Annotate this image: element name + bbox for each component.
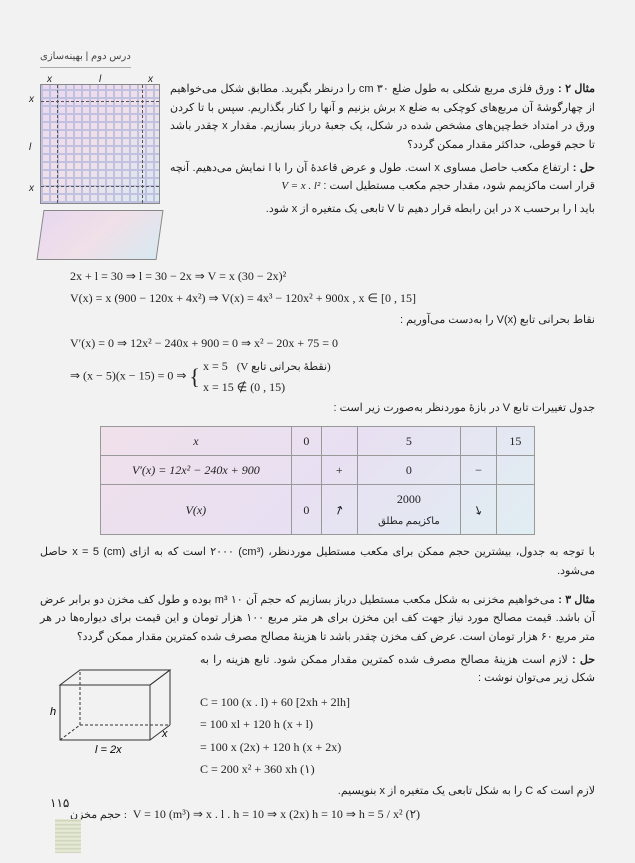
ex3-p2: لازم است هزینهٔ مصالح مصرف شده کمترین مق… (200, 654, 595, 685)
table-row-v: V(x) 0 ↗ 2000 ماکزیمم مطلق ↘ (101, 485, 535, 535)
page-number: ۱۱۵ (50, 793, 69, 813)
ex3-sol-label: حل : (572, 654, 595, 666)
figure-square-sheet: x l x x l x (40, 84, 160, 260)
label-x-lb: x (29, 180, 34, 197)
scan-artifact (55, 819, 81, 853)
variation-table-wrap: x 0 5 15 V′(x) = 12x² − 240x + 900 + 0 −… (100, 426, 535, 536)
ex2-sol-label: حل : (573, 162, 595, 174)
ex3-p3: لازم است که C را به شکل تابعی یک متغیره … (40, 782, 595, 801)
label-x-lt: x (29, 91, 34, 108)
square-sheet-diagram: x l x x l x (40, 84, 160, 204)
lesson-label: درس دوم (91, 51, 131, 62)
label-x-tl: x (47, 71, 52, 88)
label-h: h (50, 706, 56, 718)
label-l: l = 2x (95, 744, 122, 756)
table-row-vprime: V′(x) = 12x² − 240x + 900 + 0 − (101, 456, 535, 485)
ex2-m1: V = x . l² (281, 180, 320, 192)
variation-table: x 0 5 15 V′(x) = 12x² − 240x + 900 + 0 −… (100, 426, 535, 536)
ex2-m4: V′(x) = 0 ⇒ 12x² − 240x + 900 = 0 ⇒ x² −… (70, 333, 595, 353)
ex3-title: مثال ۳ : (558, 594, 595, 606)
arrow-up-icon: ↗ (330, 498, 348, 521)
ex3-m5: : حجم مخزن V = 10 (m³) ⇒ x . l . h = 10 … (70, 804, 595, 825)
ex2-p1: ورق فلزی مربع شکلی به طول ضلع ۳۰ cm را د… (170, 83, 595, 151)
label-l-top: l (99, 71, 101, 88)
topic-label: بهینه‌سازی (40, 51, 83, 62)
figure-open-tank: h l = 2x x (40, 655, 190, 765)
ex2-p4: نقاط بحرانی تابع V(x) را به‌دست می‌آوریم… (40, 311, 595, 330)
ex2-m5: ⇒ (x − 5)(x − 15) = 0 ⇒ { x = 5 (نقطهٔ ب… (70, 356, 595, 397)
ex3-statement: مثال ۳ : می‌خواهیم مخزنی به شکل مکعب مست… (40, 591, 595, 647)
ex3-p1: می‌خواهیم مخزنی به شکل مکعب مستطیل درباز… (40, 594, 595, 643)
label-x: x (161, 728, 168, 740)
lesson-header: درس دوم | بهینه‌سازی (40, 48, 131, 68)
label-x-tr: x (148, 71, 153, 88)
ex2-p2: ارتفاع مکعب حاصل مساوی x است. طول و عرض … (170, 162, 595, 193)
open-tank-svg: h l = 2x x (40, 655, 190, 765)
ex2-m2: 2x + l = 30 ⇒ l = 30 − 2x ⇒ V = x (30 − … (70, 266, 595, 286)
open-box-diagram (36, 210, 163, 260)
ex2-p6: با توجه به جدول، بیشترین حجم ممکن برای م… (40, 543, 595, 580)
max-label: ماکزیمم مطلق (378, 516, 440, 527)
ex2-p5: جدول تغییرات تابع V در بازهٔ موردنظر به‌… (40, 399, 595, 418)
ex2-title: مثال ۲ : (558, 83, 595, 95)
ex2-m3: V(x) = x (900 − 120x + 4x²) ⇒ V(x) = 4x³… (70, 288, 595, 308)
arrow-down-icon: ↘ (470, 498, 488, 521)
label-l-left: l (29, 139, 31, 156)
page-content: x l x x l x مثال ۲ : ورق فلزی مربع شکلی … (40, 80, 595, 825)
table-row-x: x 0 5 15 (101, 426, 535, 455)
